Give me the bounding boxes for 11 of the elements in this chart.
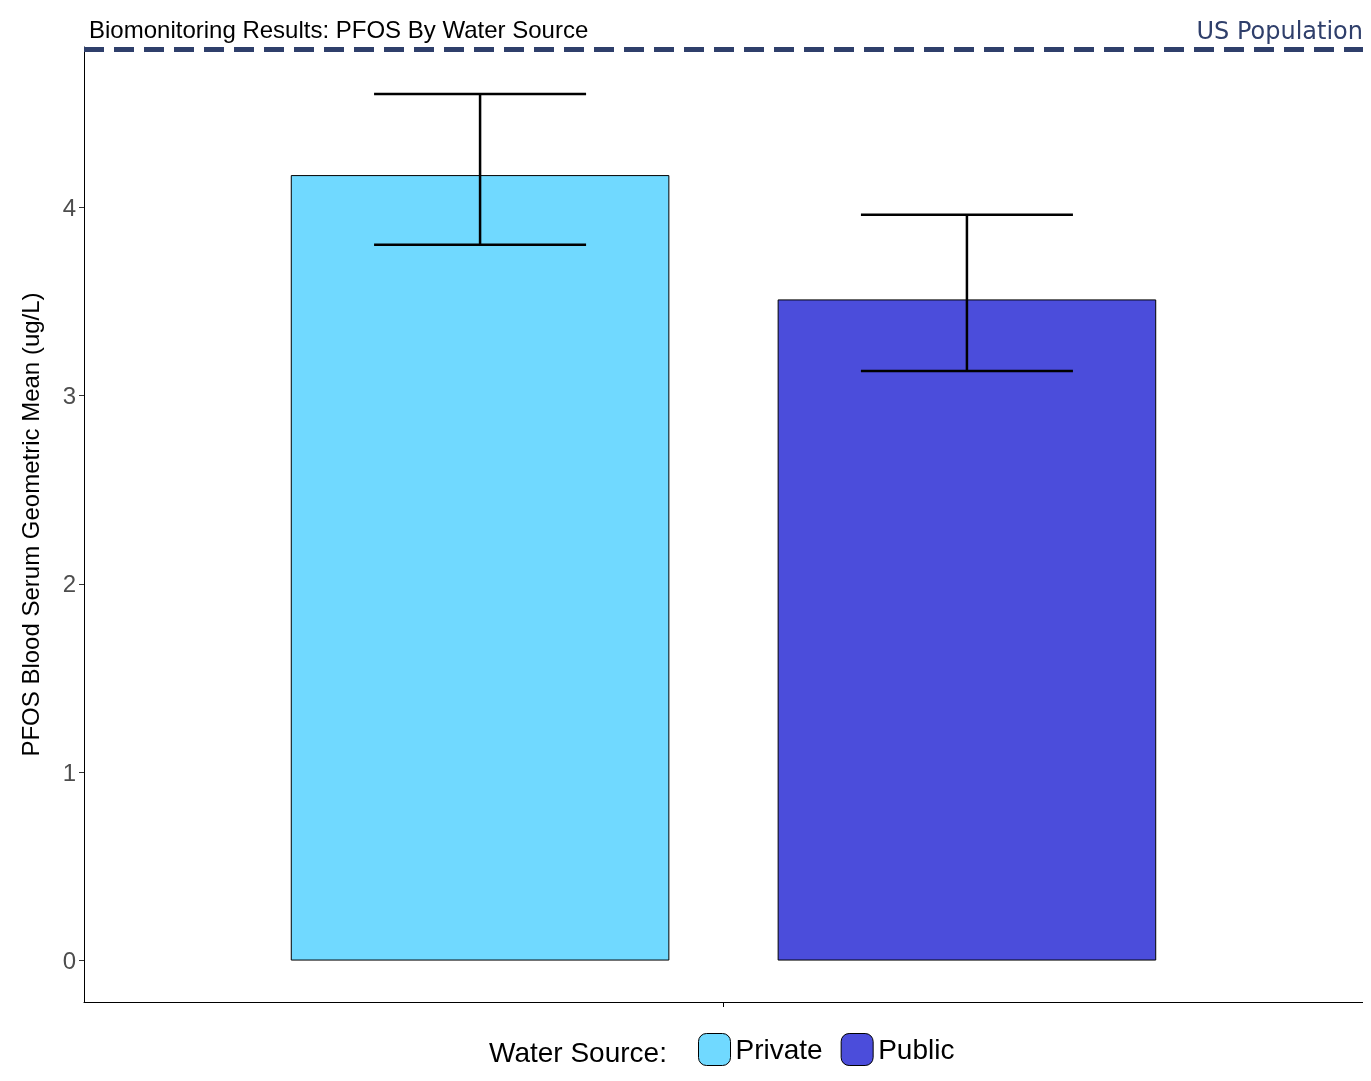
y-tick-label: 3 xyxy=(62,381,76,409)
y-tick-label: 1 xyxy=(62,758,76,786)
legend-title: Water Source: xyxy=(489,1036,667,1068)
ref-line-label: US Population xyxy=(1196,16,1363,45)
legend-label: Public xyxy=(878,1034,955,1065)
legend-label: Private xyxy=(735,1034,823,1065)
y-tick-label: 0 xyxy=(62,947,76,975)
chart-title: Biomonitoring Results: PFOS By Water Source xyxy=(89,15,589,43)
y-tick-label: 4 xyxy=(62,193,76,221)
y-tick-label: 2 xyxy=(62,570,76,598)
y-axis-title: PFOS Blood Serum Geometric Mean (ug/L) xyxy=(16,292,44,757)
